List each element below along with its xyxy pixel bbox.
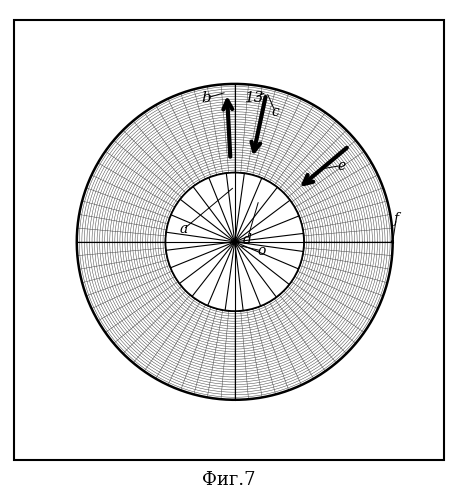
Text: 13: 13 <box>245 91 264 105</box>
Text: Фиг.7: Фиг.7 <box>202 471 256 489</box>
Text: f: f <box>394 212 399 226</box>
Text: e: e <box>337 158 345 172</box>
Text: a: a <box>179 222 187 236</box>
Circle shape <box>165 172 304 311</box>
Text: c: c <box>272 106 279 120</box>
Text: b: b <box>202 91 211 105</box>
Text: d: d <box>243 233 251 247</box>
Text: o: o <box>257 244 266 258</box>
